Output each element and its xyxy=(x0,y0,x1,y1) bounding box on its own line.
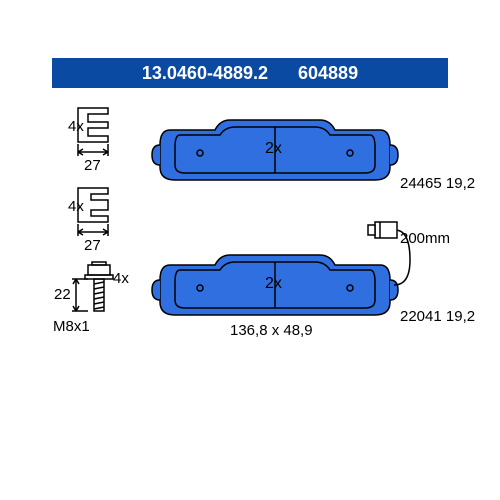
pad-top-code-val: 24465 xyxy=(400,175,442,192)
pad-bottom-thick: 19,2 xyxy=(446,308,475,325)
pad-bottom-qty: 2x xyxy=(265,275,282,293)
part-number: 13.0460-4889.2 xyxy=(142,63,268,84)
bolt-len: 22 xyxy=(54,286,71,303)
clip1-width: 27 xyxy=(84,157,101,174)
pad-bottom-code-val: 22041 xyxy=(400,308,442,325)
pad-bottom-code: 22041 19,2 xyxy=(400,308,475,325)
pad-bottom-wire: 200mm xyxy=(400,230,450,247)
clip2-qty: 4x xyxy=(68,198,84,215)
pad-bottom-dims: 136,8 x 48,9 xyxy=(230,322,313,339)
bolt-qty: 4x xyxy=(113,270,129,287)
short-number: 604889 xyxy=(298,63,358,84)
pad-top-thick: 19,2 xyxy=(446,175,475,192)
header-bar: 13.0460-4889.2 604889 xyxy=(52,58,448,88)
clip1-qty: 4x xyxy=(68,118,84,135)
pad-top-code: 24465 19,2 xyxy=(400,175,475,192)
clip2-width: 27 xyxy=(84,237,101,254)
bolt-thread: M8x1 xyxy=(53,318,90,335)
pad-top-qty: 2x xyxy=(265,140,282,158)
